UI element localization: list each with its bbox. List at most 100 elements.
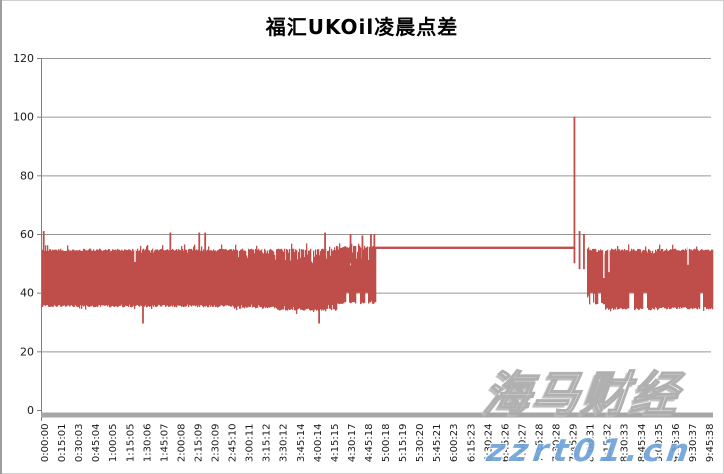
spread-bar-column — [363, 249, 365, 304]
spread-bar-column — [78, 250, 80, 307]
spread-bar-column — [354, 246, 356, 303]
spread-bar-column — [350, 265, 352, 304]
spread-bar-column — [372, 246, 374, 304]
x-axis-tick-label: 6:00:23 — [449, 424, 460, 463]
spread-bar-column — [620, 250, 622, 308]
spread-bar-column — [107, 250, 109, 307]
spread-bar-column — [677, 250, 679, 309]
spread-bar-column — [257, 249, 259, 308]
spread-bar-column — [108, 248, 110, 306]
spread-bar-column — [158, 250, 160, 305]
spread-bar-column — [177, 250, 179, 306]
spread-bar-column — [657, 249, 659, 309]
spread-bar-column — [48, 250, 50, 307]
x-axis-tick-label: 2:00:08 — [176, 424, 187, 463]
spread-bar-column — [375, 247, 377, 303]
spread-bar-column — [305, 249, 307, 310]
spread-bar-column — [323, 249, 325, 311]
band-notch — [134, 246, 136, 262]
spread-bar-column — [88, 249, 90, 307]
spread-bar-column — [262, 252, 264, 309]
spread-bar-column — [296, 250, 298, 314]
spread-bar-column — [118, 249, 120, 307]
spread-bar-column — [337, 246, 339, 304]
spread-bar-column — [161, 248, 163, 307]
spread-bar-column — [226, 249, 228, 306]
spread-bar-column — [110, 251, 112, 308]
spread-bar-column — [185, 249, 187, 307]
spread-bar-column — [129, 249, 131, 305]
x-axis-tick-label: 4:30:17 — [347, 424, 358, 463]
spread-bar-column — [176, 249, 178, 308]
spread-bar-column — [254, 253, 256, 307]
spread-bar-column — [679, 250, 681, 309]
spread-bar-column — [338, 249, 340, 304]
spread-bar-column — [592, 248, 594, 293]
spread-bar-column — [237, 250, 239, 307]
spread-bar-column — [331, 248, 333, 311]
spread-bar-column — [186, 249, 188, 306]
spread-bar-column — [611, 248, 613, 309]
band-notch — [687, 246, 689, 265]
spread-bar-column — [213, 249, 215, 307]
spread-bar-column — [144, 250, 146, 307]
spread-bar-column — [278, 248, 280, 310]
spread-bar-column — [366, 247, 368, 293]
spread-bar-column — [274, 254, 276, 309]
spread-bar-column — [155, 249, 157, 307]
spread-bar-column — [684, 250, 686, 308]
spread-bar-column — [629, 251, 631, 293]
spread-bar-column — [106, 249, 108, 306]
spread-bar-column — [84, 248, 86, 306]
spread-bar-column — [190, 249, 192, 306]
spread-bar-column — [689, 248, 691, 310]
spread-bar-column — [146, 246, 148, 308]
spread-bar-column — [329, 246, 331, 309]
spread-bar-column — [342, 247, 344, 304]
spread-bar-column — [670, 249, 672, 309]
spread-bar-column — [321, 249, 323, 311]
spread-bar-column — [678, 250, 680, 308]
spread-bar-column — [47, 245, 49, 306]
spread-bar-column — [175, 249, 177, 307]
spread-bar-column — [661, 248, 663, 308]
spread-bar-column — [133, 250, 135, 306]
spread-bar-column — [258, 248, 260, 306]
spread-spike — [42, 231, 45, 264]
spread-bar-column — [93, 249, 95, 308]
spread-bar-column — [140, 245, 142, 306]
spread-bar-column — [223, 249, 225, 307]
spread-bar-column — [159, 249, 161, 306]
spread-bar-column — [211, 250, 213, 306]
spread-bar-column — [273, 251, 275, 307]
spread-bar-column — [170, 250, 172, 307]
spread-bar-column — [212, 250, 214, 307]
spread-bar-column — [693, 249, 695, 309]
spread-bar-column — [196, 249, 198, 306]
spread-bar-column — [247, 257, 249, 308]
spread-bar-column — [701, 249, 703, 293]
spread-bar-column — [703, 250, 705, 311]
spread-bar-column — [73, 249, 75, 307]
spread-bar-column — [81, 250, 83, 309]
spread-bar-column — [96, 249, 98, 307]
spread-bar-column — [614, 249, 616, 309]
spread-bar-column — [109, 249, 111, 308]
x-axis-tick-label: 3:00:11 — [245, 424, 256, 463]
spread-bar-column — [293, 248, 295, 307]
spread-bar-column — [95, 250, 97, 307]
spread-bar-column — [236, 249, 238, 311]
spread-bar-column — [265, 250, 267, 308]
spread-bar-column — [589, 250, 591, 305]
spread-bar-column — [243, 250, 245, 308]
spread-bar-column — [588, 247, 590, 296]
spread-bar-column — [285, 260, 287, 311]
spread-bar-column — [152, 248, 154, 306]
spread-bar-column — [137, 248, 139, 306]
spread-bar-column — [341, 247, 343, 304]
spread-bar-column — [602, 250, 604, 304]
spread-bar-column — [271, 250, 273, 307]
spread-bar-column — [238, 257, 240, 307]
spread-bar-column — [618, 249, 620, 310]
